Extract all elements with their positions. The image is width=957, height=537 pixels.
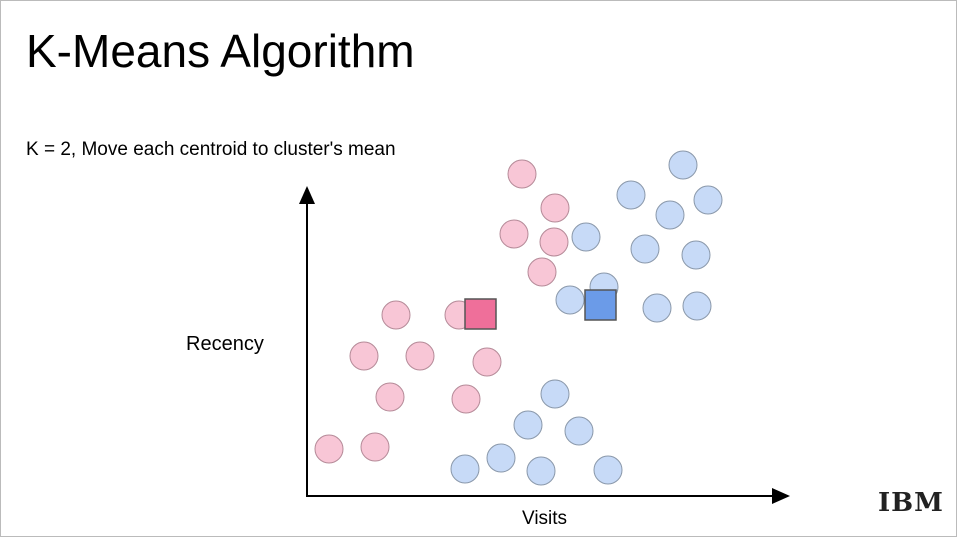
pink-point (349, 341, 379, 371)
blue-point (513, 410, 543, 440)
subtitle: K = 2, Move each centroid to cluster's m… (26, 139, 396, 160)
pink-point (314, 434, 344, 464)
blue-point (564, 416, 594, 446)
pink-point (540, 193, 570, 223)
blue-point (540, 379, 570, 409)
pink-point (539, 227, 569, 257)
blue-point (526, 456, 556, 486)
blue-point (630, 234, 660, 264)
pink-point (405, 341, 435, 371)
blue-point (681, 240, 711, 270)
blue-point (571, 222, 601, 252)
blue-point (682, 291, 712, 321)
pink-centroid (464, 298, 497, 330)
x-axis-label: Visits (522, 508, 568, 529)
blue-point (450, 454, 480, 484)
pink-point (507, 159, 537, 189)
logo: IBM (878, 488, 944, 518)
blue-point (655, 200, 685, 230)
pink-point (360, 432, 390, 462)
pink-point (451, 384, 481, 414)
title: K-Means Algorithm (26, 25, 415, 77)
pink-point (381, 300, 411, 330)
blue-point (555, 285, 585, 315)
pink-point (472, 347, 502, 377)
blue-centroid (584, 289, 617, 321)
blue-point (486, 443, 516, 473)
y-axis-label: Recency (186, 333, 264, 355)
blue-point (693, 185, 723, 215)
blue-point (642, 293, 672, 323)
blue-point (593, 455, 623, 485)
pink-point (527, 257, 557, 287)
points (314, 150, 723, 486)
blue-point (668, 150, 698, 180)
pink-point (375, 382, 405, 412)
blue-point (616, 180, 646, 210)
pink-point (499, 219, 529, 249)
